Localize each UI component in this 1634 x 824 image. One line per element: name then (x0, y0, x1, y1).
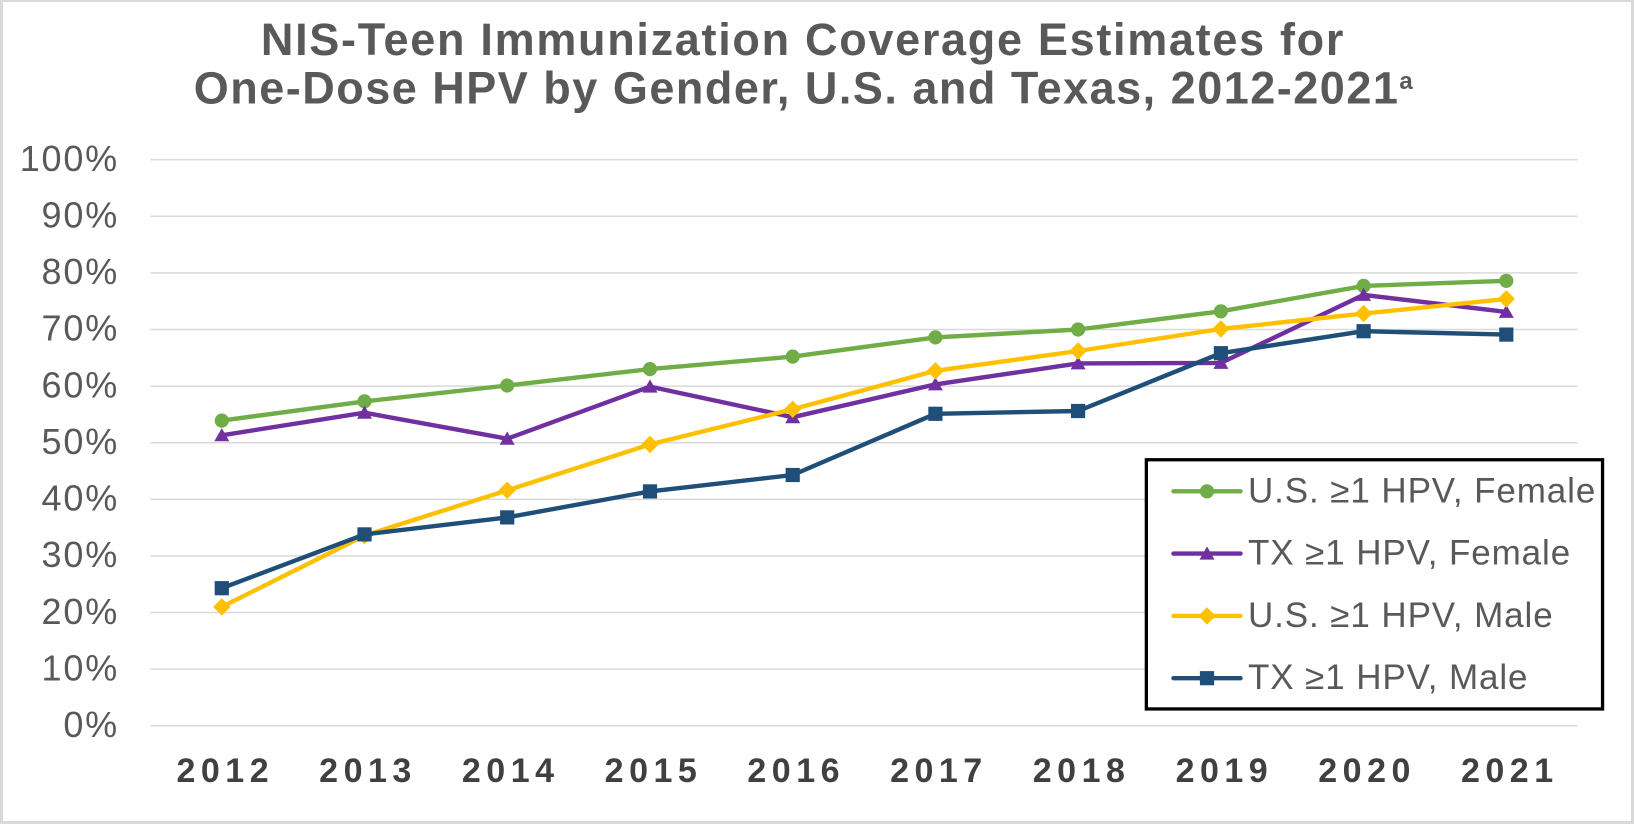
svg-text:70%: 70% (42, 308, 119, 349)
svg-text:U.S. ≥1 HPV, Male: U.S. ≥1 HPV, Male (1248, 596, 1554, 635)
svg-text:10%: 10% (42, 647, 119, 688)
svg-text:U.S. ≥1 HPV, Female: U.S. ≥1 HPV, Female (1248, 471, 1596, 510)
svg-text:2014: 2014 (462, 752, 560, 790)
svg-text:2013: 2013 (319, 752, 417, 790)
svg-text:100%: 100% (20, 138, 119, 179)
svg-text:2012: 2012 (176, 752, 274, 790)
svg-text:60%: 60% (42, 364, 119, 405)
svg-text:2015: 2015 (605, 752, 703, 790)
svg-text:NIS-Teen Immunization Coverage: NIS-Teen Immunization Coverage Estimates… (261, 14, 1345, 65)
svg-text:TX ≥1 HPV, Female: TX ≥1 HPV, Female (1248, 534, 1571, 573)
svg-text:50%: 50% (42, 421, 119, 462)
svg-text:2017: 2017 (890, 752, 988, 790)
svg-text:2016: 2016 (747, 752, 845, 790)
svg-text:0%: 0% (63, 704, 119, 745)
svg-text:90%: 90% (42, 194, 119, 235)
svg-text:2019: 2019 (1176, 752, 1274, 790)
svg-text:2018: 2018 (1033, 752, 1131, 790)
svg-text:One-Dose HPV by Gender, U.S. a: One-Dose HPV by Gender, U.S. and Texas, … (194, 63, 1415, 114)
svg-text:30%: 30% (42, 534, 119, 575)
svg-text:2020: 2020 (1318, 752, 1416, 790)
svg-text:40%: 40% (42, 478, 119, 519)
svg-text:2021: 2021 (1461, 752, 1559, 790)
svg-text:TX ≥1 HPV, Male: TX ≥1 HPV, Male (1248, 658, 1528, 697)
svg-text:80%: 80% (42, 251, 119, 292)
svg-text:20%: 20% (42, 591, 119, 632)
